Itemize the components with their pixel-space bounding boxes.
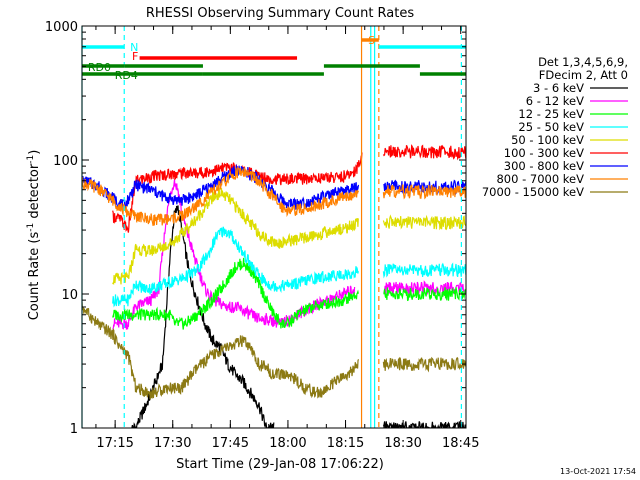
legend-label-8: 7000 - 15000 keV — [482, 185, 584, 199]
segment-label-F: F — [132, 50, 138, 63]
x-tick-label: 17:15 — [96, 436, 133, 451]
series-line-4-late — [382, 214, 466, 231]
legend-header: FDecim 2, Att 0 — [539, 68, 628, 82]
x-tick-label: 18:30 — [384, 436, 421, 451]
y-axis-label: Count Rate (s-1 detector-1) — [26, 150, 42, 321]
segment-label-N: N — [130, 41, 138, 54]
legend-label-6: 300 - 800 keV — [504, 159, 584, 173]
legend-header: Det 1,3,4,5,6,9, — [538, 55, 628, 69]
series-line-3 — [112, 226, 359, 308]
series-line-2 — [112, 257, 359, 330]
series-line-8 — [82, 301, 360, 400]
chart-title: RHESSI Observing Summary Count Rates — [146, 6, 415, 21]
legend-label-2: 12 - 25 keV — [518, 107, 584, 121]
x-tick-label: 18:00 — [269, 436, 306, 451]
axes: 1 10 100 1000 17:15 17:30 17:45 18:00 18:15 18:30… — [45, 20, 480, 451]
y-tick-label: 100 — [53, 154, 78, 169]
legend: Det 1,3,4,5,6,9,FDecim 2, Att 03 - 6 keV… — [482, 55, 628, 199]
series-line-4 — [112, 187, 359, 285]
series-line-8-late — [382, 356, 466, 373]
legend-label-4: 50 - 100 keV — [511, 133, 584, 147]
legend-label-5: 100 - 300 keV — [504, 146, 584, 160]
series-line-1 — [112, 179, 356, 330]
timestamp: 13-Oct-2021 17:54 — [560, 467, 636, 476]
series-line-7-late — [382, 184, 466, 200]
series-line-7 — [82, 167, 360, 226]
series-line-0-late — [382, 421, 466, 428]
y-tick-label: 1 — [70, 422, 78, 437]
x-tick-label: 17:30 — [154, 436, 191, 451]
legend-label-3: 25 - 50 keV — [518, 120, 584, 134]
series-line-2-late — [383, 287, 466, 302]
x-tick-label: 18:45 — [442, 436, 479, 451]
segment-label-S: S — [368, 34, 375, 47]
series-line-6-late — [383, 179, 466, 196]
series-layer — [82, 144, 466, 428]
segment-label-RD4: RD4 — [115, 69, 138, 82]
legend-label-0: 3 - 6 keV — [533, 81, 584, 95]
series-line-6 — [82, 163, 360, 211]
y-tick-label: 10 — [61, 288, 78, 303]
legend-label-7: 800 - 7000 keV — [496, 172, 584, 186]
series-line-0 — [131, 205, 275, 428]
x-axis-label: Start Time (29-Jan-08 17:06:22) — [176, 457, 384, 472]
x-tick-label: 18:15 — [327, 436, 364, 451]
series-line-5-late — [382, 144, 466, 161]
segment-label-RD0: RD0 — [88, 61, 111, 74]
series-line-3-late — [382, 262, 466, 279]
plot-frame — [81, 25, 467, 429]
x-tick-label: 17:45 — [212, 436, 249, 451]
legend-label-1: 6 - 12 keV — [526, 94, 584, 108]
y-tick-label: 1000 — [45, 20, 78, 35]
status-segments: NF S RD0 RD4 — [81, 26, 466, 428]
